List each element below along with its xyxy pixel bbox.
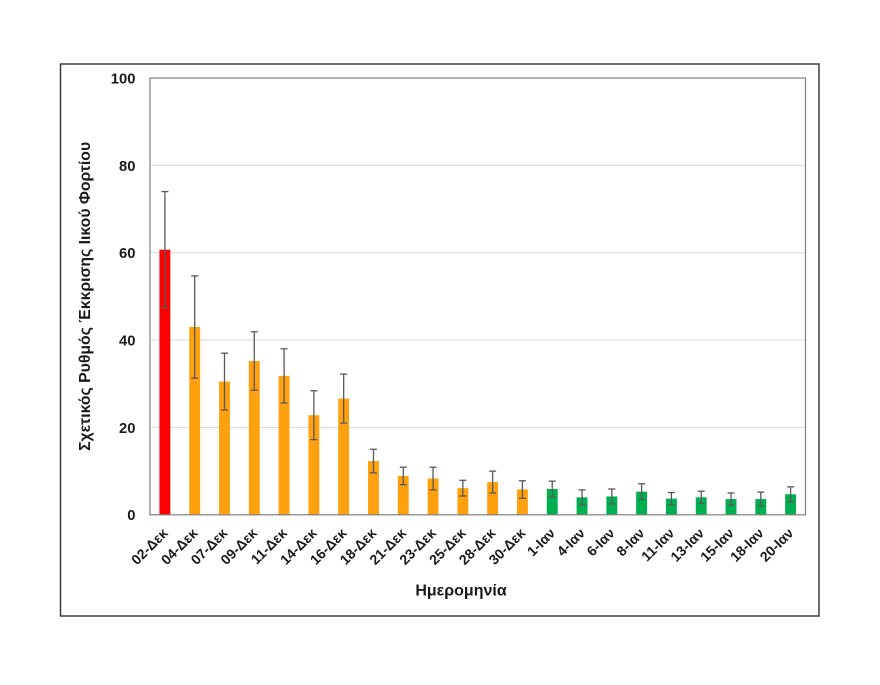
svg-text:80: 80 (119, 159, 135, 175)
svg-text:Ημερομηνία: Ημερομηνία (415, 583, 507, 600)
svg-text:20: 20 (119, 421, 135, 437)
svg-text:0: 0 (127, 508, 135, 524)
svg-text:60: 60 (119, 246, 135, 262)
svg-text:40: 40 (119, 334, 135, 350)
svg-text:Σχετικός Ρυθμός Έκκρισης Ιικού: Σχετικός Ρυθμός Έκκρισης Ιικού Φορτίου (77, 142, 94, 451)
svg-text:100: 100 (111, 71, 136, 87)
